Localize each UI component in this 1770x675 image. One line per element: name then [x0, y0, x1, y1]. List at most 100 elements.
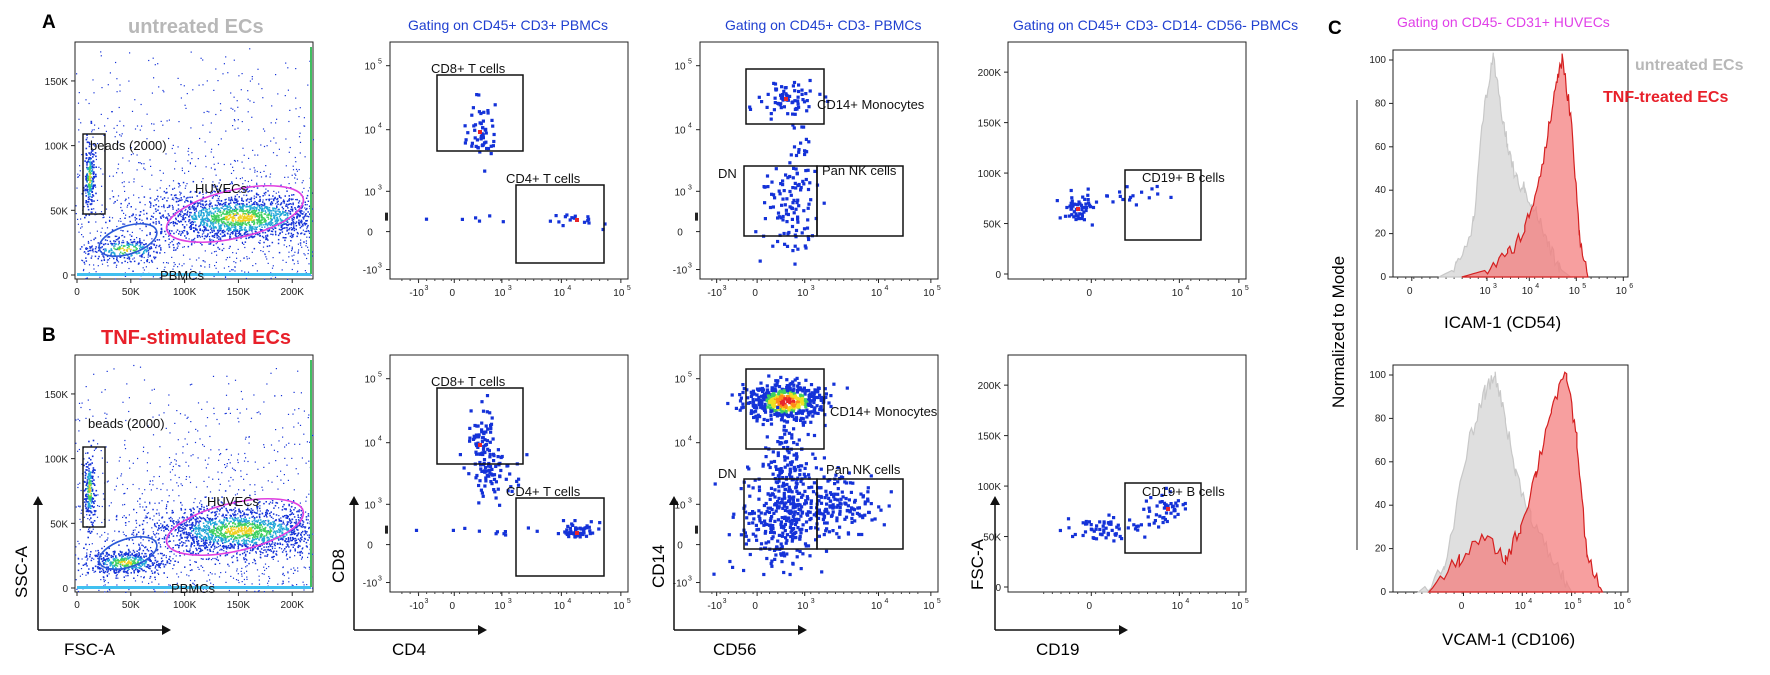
event-dot	[139, 129, 141, 131]
event-dot	[237, 579, 239, 581]
huvec-dot	[241, 219, 244, 222]
event-dot	[125, 419, 127, 422]
huvec-dot	[255, 541, 258, 544]
bead-dot	[89, 195, 91, 198]
event-dot	[270, 183, 272, 185]
huvec-dot	[286, 216, 289, 219]
event-dot	[289, 534, 291, 536]
huvec-dot	[253, 247, 256, 250]
huvec-dot	[226, 224, 228, 227]
event-dot	[258, 575, 260, 577]
huvec-dot	[301, 223, 304, 226]
event-dot	[128, 397, 130, 399]
event-dot	[108, 573, 110, 575]
event-dot	[285, 165, 287, 167]
huvec-dot	[260, 220, 262, 222]
huvec-dot	[218, 228, 220, 230]
event-dot	[256, 170, 258, 173]
event-dot	[80, 218, 82, 220]
event-dot	[118, 106, 120, 109]
huvec-dot	[241, 514, 244, 517]
event-dot	[189, 508, 191, 510]
huvec-dot	[278, 539, 280, 541]
huvec-dot	[202, 221, 205, 223]
huvec-dot	[202, 196, 205, 198]
huvec-dot	[273, 215, 276, 218]
huvec-dot	[186, 516, 188, 518]
event-dot	[159, 567, 161, 569]
event-dot	[99, 276, 101, 278]
event-dot	[104, 389, 106, 391]
bead-dot	[85, 184, 88, 186]
pbmc-dot	[111, 244, 113, 246]
huvec-dot	[135, 535, 138, 537]
huvec-dot	[255, 227, 257, 229]
event-dot	[301, 457, 303, 459]
bead-dot	[85, 176, 88, 179]
huvec-dot	[258, 211, 260, 214]
event-dot	[96, 230, 98, 232]
huvec-dot	[288, 228, 290, 231]
huvec-dot	[243, 190, 245, 192]
event-dot	[303, 566, 305, 568]
huvec-dot	[250, 197, 253, 199]
huvec-dot	[247, 220, 250, 222]
huvec-dot	[259, 528, 262, 531]
huvec-dot	[149, 197, 152, 199]
event-dot	[133, 181, 135, 183]
huvec-dot	[232, 508, 235, 511]
huvec-dot	[236, 525, 238, 528]
event-dot	[277, 209, 279, 211]
bead-dot	[90, 120, 93, 123]
event-dot	[237, 127, 239, 129]
huvec-dot	[246, 216, 248, 218]
event-dot	[236, 552, 238, 554]
bead-dot	[84, 160, 86, 162]
huvec-dot	[272, 534, 274, 537]
pbmc-dot	[141, 253, 144, 256]
huvec-dot	[233, 229, 235, 232]
event-dot	[253, 167, 255, 169]
huvec-dot	[226, 205, 229, 207]
event-dot	[175, 231, 177, 233]
huvec-dot	[293, 216, 295, 218]
huvec-dot	[219, 229, 222, 232]
event-dot	[215, 174, 217, 176]
event-dot	[149, 577, 151, 579]
event-dot	[116, 78, 118, 80]
huvec-dot	[209, 549, 211, 552]
huvec-dot	[263, 217, 265, 219]
event-dot	[175, 249, 177, 251]
event-dot	[202, 124, 204, 126]
huvec-dot	[172, 208, 174, 210]
huvec-dot	[279, 211, 281, 213]
huvec-dot	[229, 233, 231, 236]
huvec-dot	[234, 199, 237, 201]
huvec-dot	[177, 528, 180, 531]
huvec-dot	[217, 201, 220, 204]
event-dot	[136, 522, 138, 524]
row-b-fsc-ssc-plot-frame	[74, 354, 314, 593]
huvec-dot	[188, 220, 190, 223]
huvec-dot	[202, 207, 205, 209]
bead-dot	[93, 185, 95, 188]
event-dot	[185, 476, 188, 478]
event-dot	[306, 584, 308, 586]
pbmc-dot	[138, 252, 140, 254]
huvec-dot	[261, 222, 263, 224]
event-dot	[248, 157, 250, 159]
event-dot	[265, 176, 267, 178]
huvec-dot	[271, 556, 273, 559]
event-dot	[151, 389, 153, 391]
huvec-dot	[251, 522, 254, 525]
event-dot	[311, 587, 313, 589]
huvec-dot	[235, 228, 237, 230]
event-dot	[187, 150, 189, 152]
event-dot	[210, 151, 212, 153]
huvec-dot	[200, 528, 202, 530]
pbmc-dot	[146, 247, 149, 250]
event-dot	[292, 198, 294, 200]
event-dot	[277, 451, 279, 453]
huvec-dot	[248, 237, 250, 239]
huvec-dot	[286, 212, 288, 215]
